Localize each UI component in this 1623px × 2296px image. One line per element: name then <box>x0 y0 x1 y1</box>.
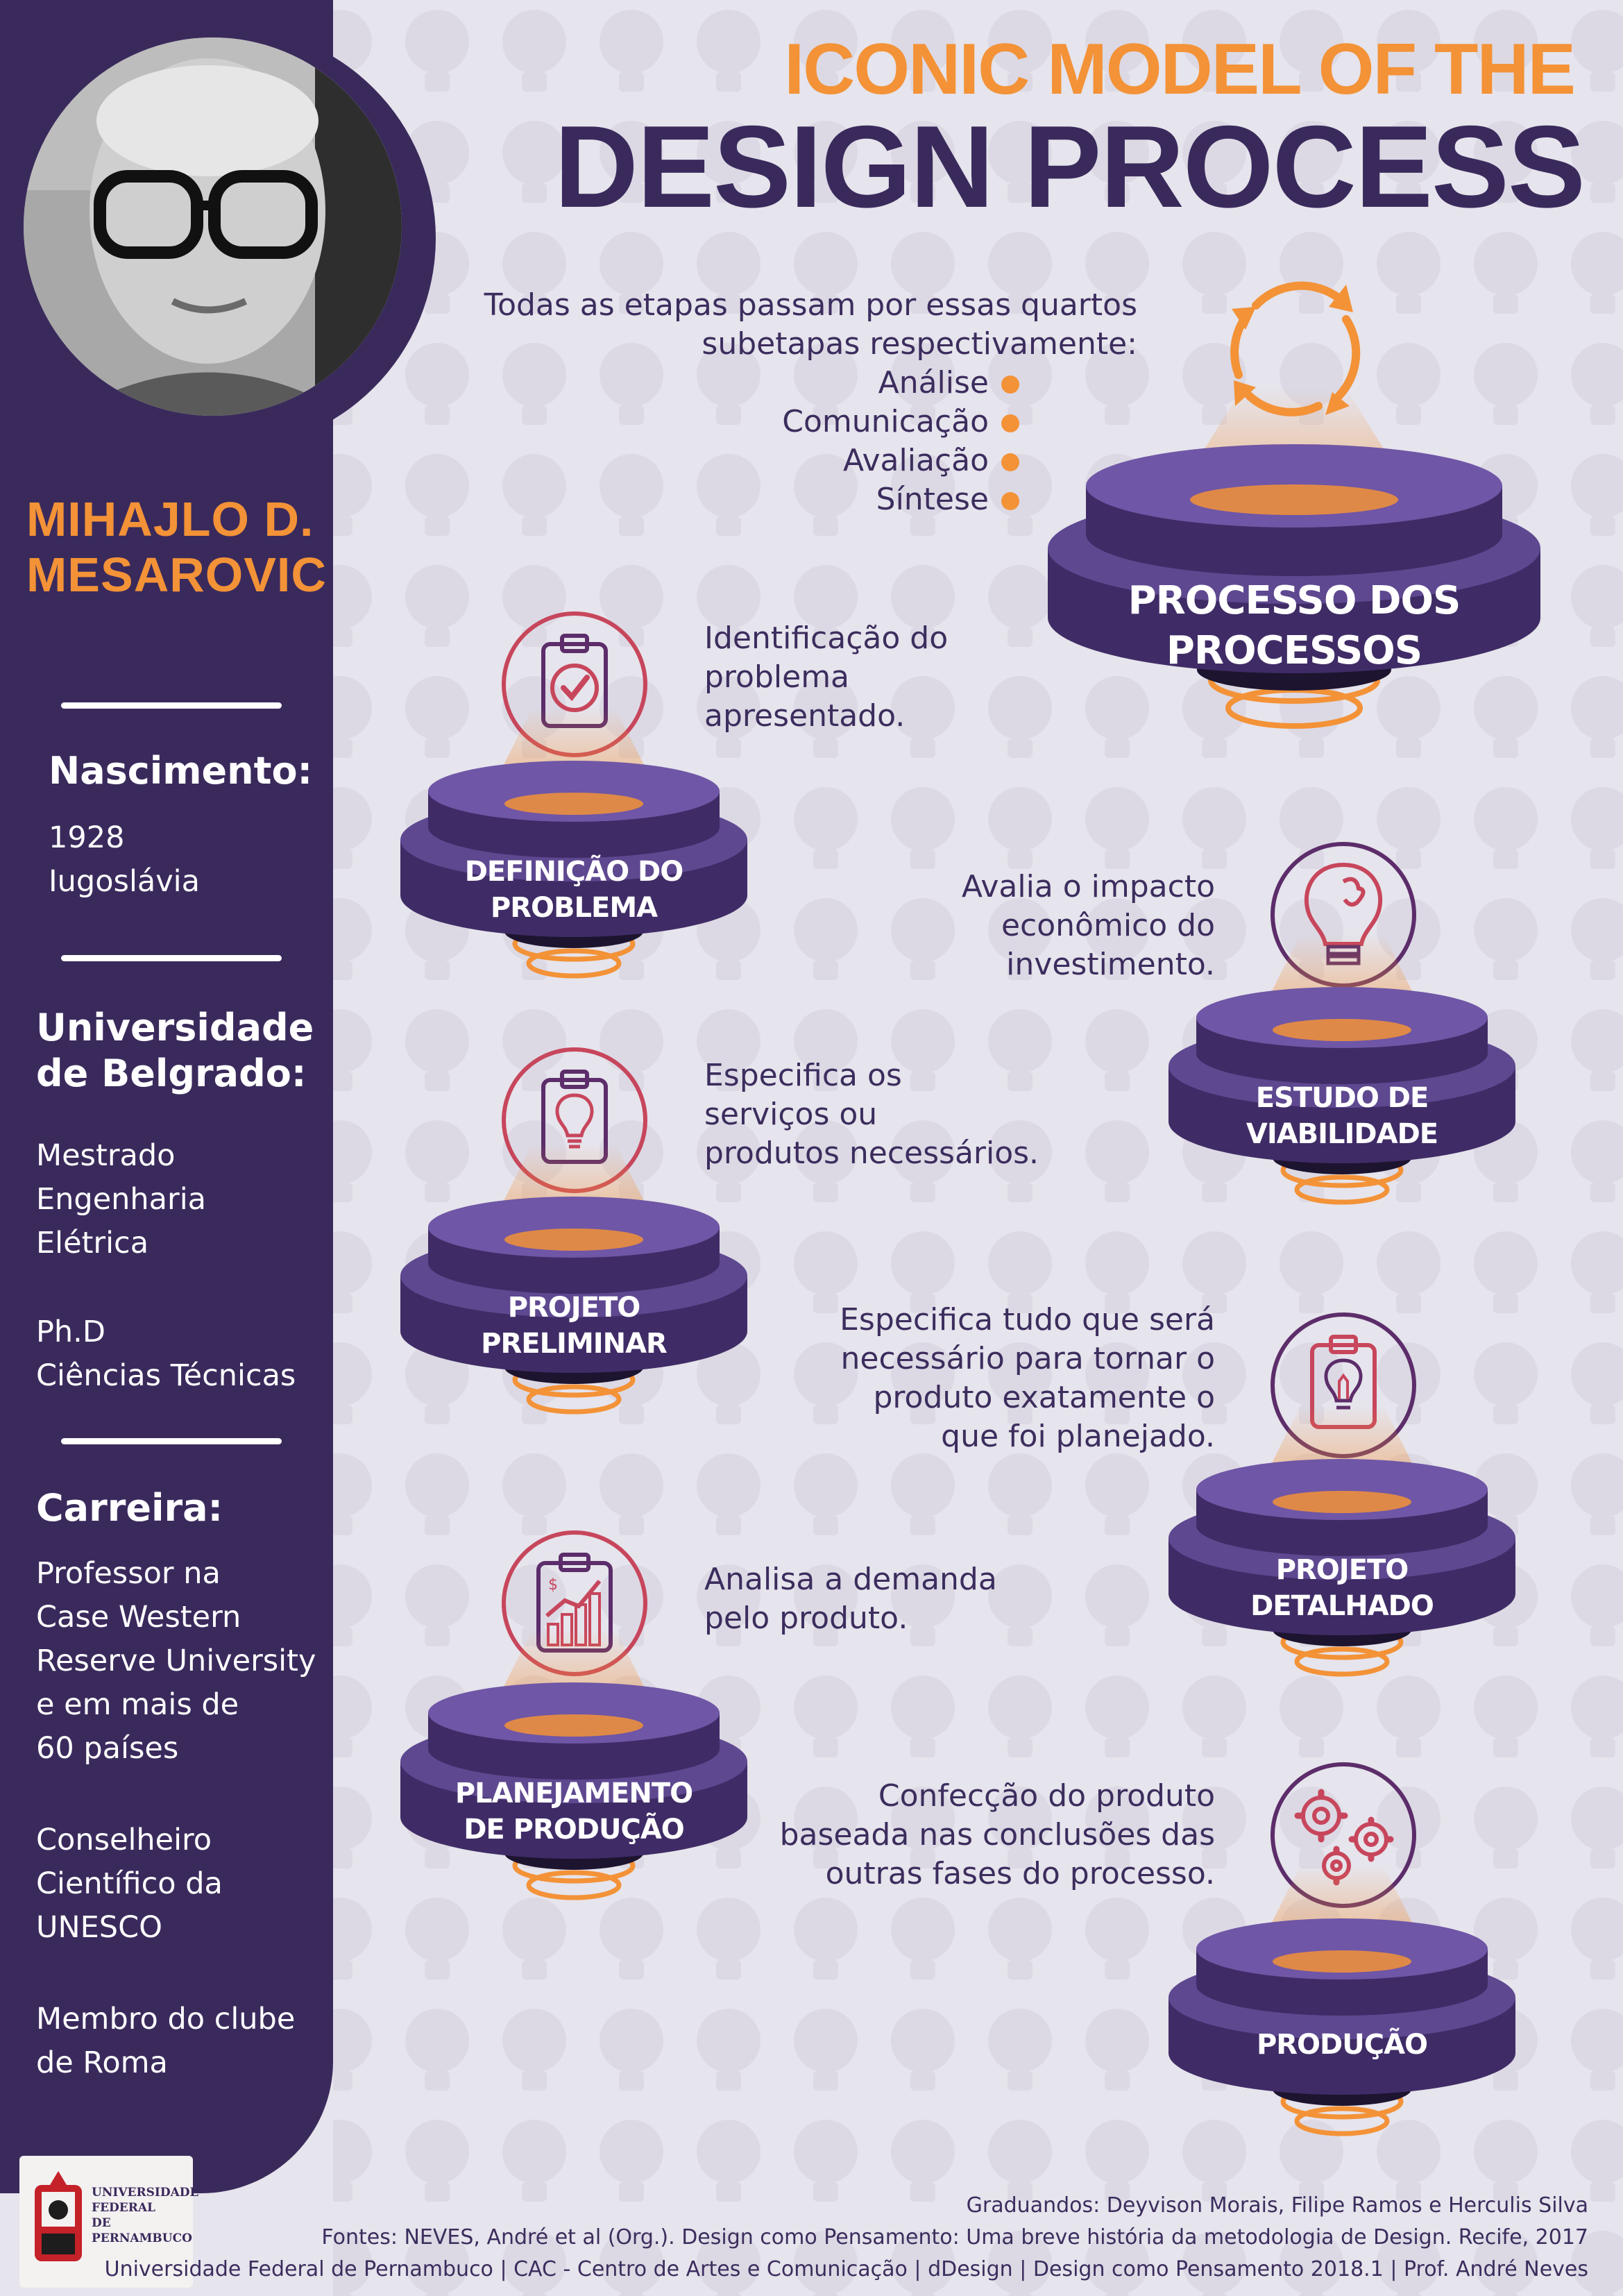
divider <box>61 702 282 709</box>
substep-item: Comunicação <box>782 403 1019 441</box>
footer-institution: Universidade Federal de Pernambuco | CAC… <box>104 2257 1588 2281</box>
stage-description: Confecção do produto baseada nas conclus… <box>779 1778 1215 1891</box>
portrait-photo <box>24 37 402 416</box>
stage-label: PROCESSO DOS PROCESSOS <box>1128 578 1461 673</box>
platform-processo-dos-processos: PROCESSO DOS PROCESSOS <box>1048 389 1540 763</box>
university-phd: Ph.D Ciências Técnicas <box>36 1315 296 1393</box>
career-heading: Carreira: <box>36 1486 223 1530</box>
stage-label: ESTUDO DE VIABILIDADE <box>1246 1082 1438 1150</box>
platform-projeto-detalhado: PROJETO DETALHADO <box>1169 1406 1515 1698</box>
svg-text:$: $ <box>548 1576 558 1594</box>
stage-label: PROJETO PRELIMINAR <box>481 1292 668 1360</box>
divider <box>61 955 282 961</box>
birth-text: 1928 Iugoslávia <box>49 820 200 899</box>
intro-text: Todas as etapas passam por essas quartos… <box>484 287 1137 362</box>
stage-description: Especifica tudo que será necessário para… <box>840 1302 1215 1454</box>
stage-label: PLANEJAMENTO DE PRODUÇÃO <box>454 1778 693 1846</box>
career-item: Professor na Case Western Reserve Univer… <box>36 1556 316 1766</box>
title-line-2: DESIGN PROCESS <box>554 101 1586 232</box>
footer-sources: Fontes: NEVES, André et al (Org.). Desig… <box>321 2225 1588 2249</box>
footer-credits: Graduandos: Deyvison Morais, Filipe Ramo… <box>966 2193 1588 2218</box>
university-degree: Mestrado Engenharia Elétrica <box>36 1138 207 1260</box>
stage-label: PROJETO DETALHADO <box>1250 1554 1434 1622</box>
substeps-list: Análise Comunicação Avaliação Síntese <box>782 364 1019 519</box>
birth-heading: Nascimento: <box>49 749 313 793</box>
platform-planejamento-de-producao: PLANEJAMENTO DE PRODUÇÃO <box>400 1630 747 1921</box>
stage-label: PRODUÇÃO <box>1256 2029 1428 2061</box>
university-logo-text: UNIVERSIDADE FEDERAL DE PERNAMBUCO <box>92 2186 199 2245</box>
stage-description: Analisa a demanda pelo produto. <box>704 1562 997 1636</box>
divider <box>61 1438 282 1444</box>
person-name: MIHAJLO D. MESAROVIC <box>26 492 327 602</box>
title-line-1: ICONIC MODEL OF THE <box>784 29 1576 110</box>
stage-description: Identificação do problema apresentado. <box>704 621 949 734</box>
platform-definicao-do-problema: DEFINIÇÃO DO PROBLEMA <box>400 708 747 999</box>
substep-item: Síntese <box>782 480 1019 519</box>
stage-description: Especifica os serviços ou produtos neces… <box>704 1058 1039 1171</box>
university-logo: UNIVERSIDADE FEDERAL DE PERNAMBUCO <box>19 2156 199 2288</box>
university-heading: Universidade de Belgrado: <box>36 1006 314 1095</box>
career-item: Conselheiro Científico da UNESCO <box>36 1823 223 1945</box>
career-item: Membro do clube de Roma <box>36 2002 296 2080</box>
substep-item: Análise <box>782 364 1019 403</box>
platform-estudo-de-viabilidade: ESTUDO DE VIABILIDADE <box>1169 934 1515 1226</box>
platform-producao: PRODUÇÃO <box>1169 1866 1515 2157</box>
stage-description: Avalia o impacto econômico do investimen… <box>961 869 1215 982</box>
stage-label: DEFINIÇÃO DO PROBLEMA <box>464 856 684 924</box>
substep-item: Avaliação <box>782 441 1019 480</box>
platform-projeto-preliminar: PROJETO PRELIMINAR <box>400 1144 747 1435</box>
